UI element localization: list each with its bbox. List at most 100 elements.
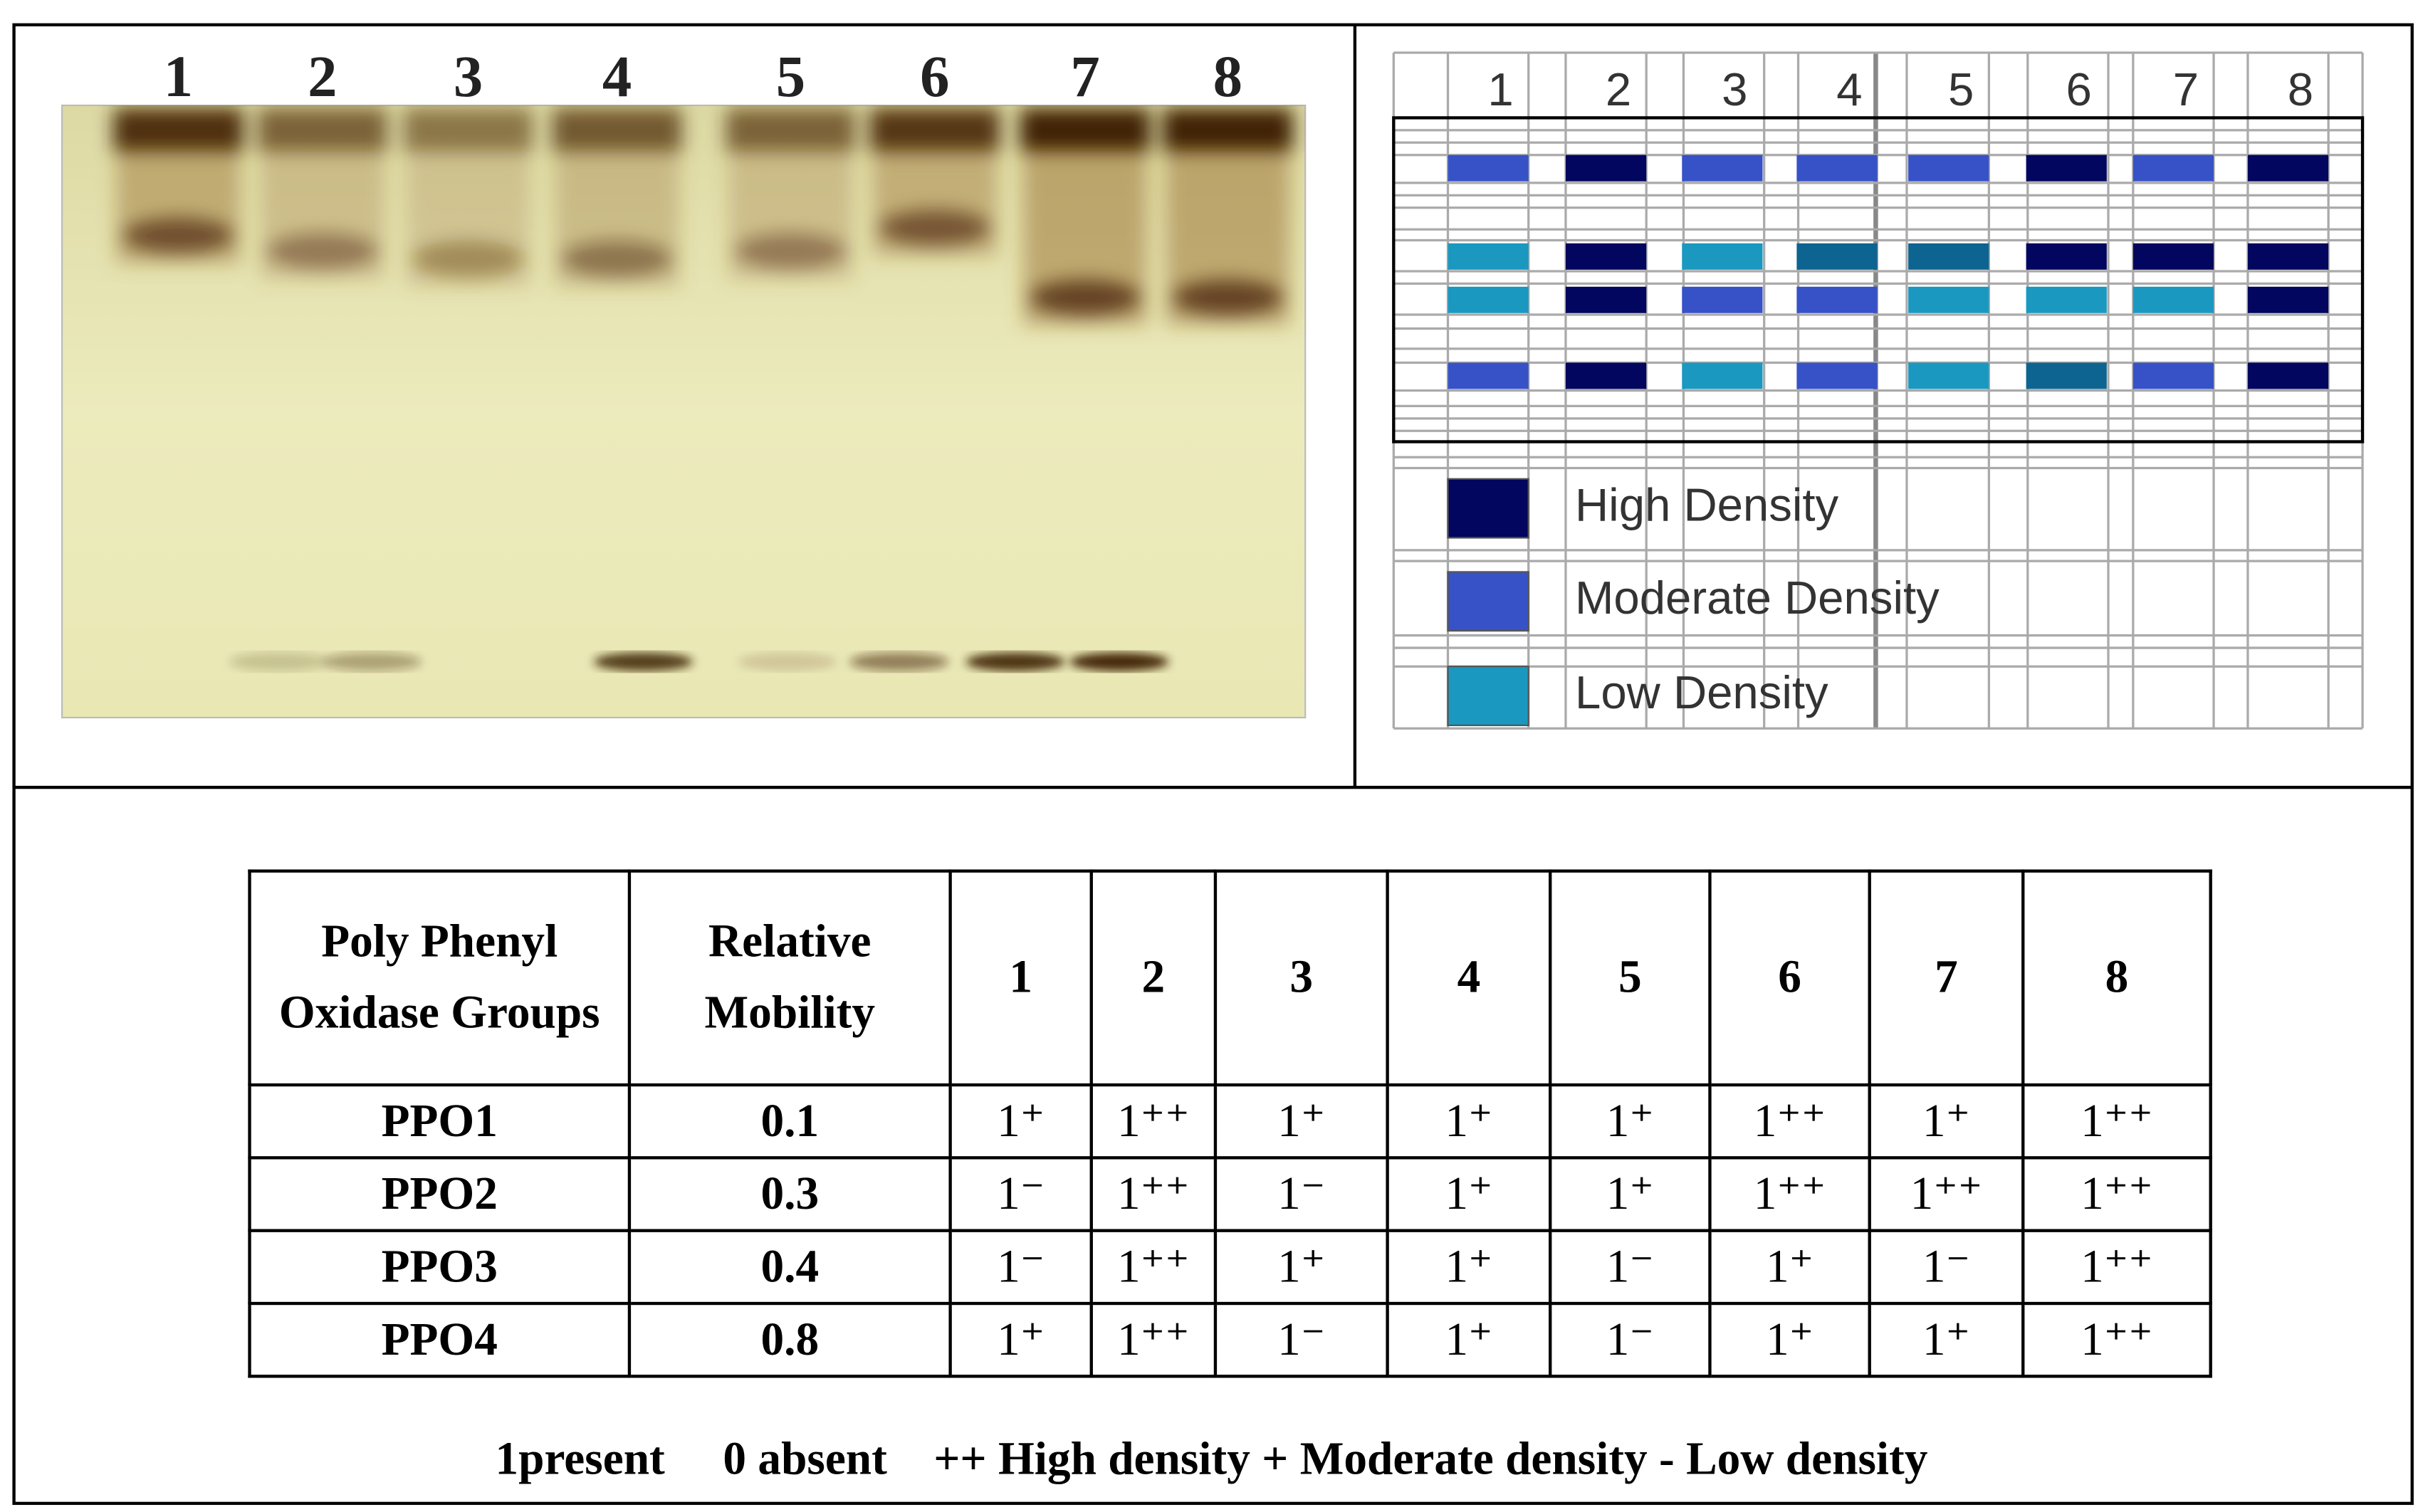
band: [1908, 286, 1989, 313]
gel-band: [561, 240, 673, 278]
header-cell: 6: [1708, 869, 1871, 1087]
band: [1682, 362, 1763, 389]
band-pattern: 1 2 3 4 5 6 7 8 High Density Moderate Density Low …: [1392, 51, 2365, 730]
band: [1682, 154, 1763, 182]
band: [1908, 154, 1989, 182]
table-row: PPO3 0.4 1⁻ 1⁺⁺ 1⁺ 1⁺ 1⁻ 1⁺ 1⁻ 1⁺⁺: [248, 1229, 2212, 1306]
band: [2026, 286, 2107, 313]
lane-label: 3: [454, 43, 483, 109]
lane-label: 4: [602, 43, 632, 109]
gel-well: [552, 108, 682, 152]
band: [2247, 286, 2329, 313]
header-cell: 5: [1549, 869, 1712, 1087]
legend-label: Moderate Density: [1575, 572, 1940, 624]
band: [2247, 243, 2329, 270]
lane-label: 5: [1948, 63, 1974, 115]
gel-well: [869, 108, 1000, 152]
band: [1448, 362, 1529, 389]
gel-band: [1029, 278, 1141, 317]
table-cell: 1⁻: [1549, 1301, 1712, 1378]
header-cell: 3: [1213, 869, 1389, 1087]
gel-well: [1162, 108, 1293, 152]
table-cell: 1⁻: [1213, 1156, 1389, 1232]
band: [1796, 243, 1878, 270]
table-cell: 0.3: [627, 1156, 952, 1232]
table-cell: 1⁺⁺: [1868, 1156, 2025, 1232]
lane-label: 6: [2066, 63, 2091, 115]
band: [2132, 286, 2214, 313]
table-cell: 1⁺: [948, 1301, 1093, 1378]
table-cell: PPO3: [248, 1229, 632, 1306]
gel-band: [412, 240, 524, 278]
band: [1908, 243, 1989, 270]
lane-label: 4: [1836, 63, 1862, 115]
band: [1565, 362, 1647, 389]
table-cell: 0.8: [627, 1301, 952, 1378]
header-cell: 7: [1868, 869, 2025, 1087]
table-cell: 1⁺: [1708, 1229, 1871, 1306]
gel-well: [1020, 108, 1151, 152]
gel-well: [257, 108, 388, 152]
legend-label: High Density: [1575, 479, 1839, 531]
gel-band: [229, 652, 329, 671]
table-cell: PPO1: [248, 1083, 632, 1160]
table-cell: PPO2: [248, 1156, 632, 1232]
gel-band: [879, 209, 991, 247]
gel-band: [734, 232, 847, 270]
band: [2026, 362, 2107, 389]
lane-label: 6: [920, 43, 949, 109]
header-row: Poly Phenyl Oxidase Groups Relative Mobil…: [248, 869, 2212, 1087]
table-cell: 1⁺⁺: [2021, 1301, 2212, 1378]
legend-swatch: [1447, 571, 1529, 632]
band: [2132, 362, 2214, 389]
table-cell: 1⁺⁺: [1089, 1156, 1218, 1232]
band: [1796, 362, 1878, 389]
lane-label: 7: [2173, 63, 2199, 115]
table-cell: 1⁺⁺: [1089, 1301, 1218, 1378]
lane-label: 8: [2288, 63, 2313, 115]
outer-border: [12, 23, 2414, 1506]
band: [2026, 154, 2107, 182]
table-cell: 1⁺: [1708, 1301, 1871, 1378]
band: [2132, 154, 2214, 182]
lane-label: 1: [164, 43, 193, 109]
table-cell: 1⁺: [1386, 1083, 1552, 1160]
band: [2247, 154, 2329, 182]
legend-swatch: [1447, 478, 1529, 539]
gel-well: [725, 108, 856, 152]
gel-band: [593, 652, 694, 671]
gel-band: [266, 232, 379, 270]
band: [1565, 243, 1647, 270]
band: [2132, 243, 2214, 270]
table-cell: 1⁻: [1549, 1229, 1712, 1306]
lane-label: 7: [1070, 43, 1099, 109]
header-cell: 2: [1089, 869, 1218, 1087]
table-cell: 1⁺: [1386, 1229, 1552, 1306]
table-cell: 1⁺⁺: [2021, 1229, 2212, 1306]
gel-low-bands: [229, 652, 1169, 671]
table-cell: 1⁻: [1868, 1229, 2025, 1306]
band-box: [1392, 116, 2365, 443]
band: [1448, 243, 1529, 270]
header-cell: 1: [948, 869, 1093, 1087]
gel-band: [122, 216, 234, 255]
table-cell: 1⁺⁺: [1089, 1229, 1218, 1306]
band: [1796, 154, 1878, 182]
lane-label: 5: [776, 43, 805, 109]
gel-band: [322, 652, 422, 671]
table-cell: 1⁺⁺: [1708, 1083, 1871, 1160]
table-cell: 1⁺: [1868, 1301, 2025, 1378]
lane-label: 2: [308, 43, 337, 109]
gel-band: [738, 652, 837, 671]
gel-band: [1069, 652, 1169, 671]
table-row: PPO4 0.8 1⁺ 1⁺⁺ 1⁻ 1⁺ 1⁻ 1⁺ 1⁺ 1⁺⁺: [248, 1301, 2212, 1378]
gel-band: [965, 652, 1065, 671]
band: [2026, 243, 2107, 270]
band: [2247, 362, 2329, 389]
table-row: PPO1 0.1 1⁺ 1⁺⁺ 1⁺ 1⁺ 1⁺ 1⁺⁺ 1⁺ 1⁺⁺: [248, 1083, 2212, 1160]
header-cell: 4: [1386, 869, 1552, 1087]
header-cell: Poly Phenyl Oxidase Groups: [248, 869, 632, 1087]
table-cell: 1⁻: [1213, 1301, 1389, 1378]
